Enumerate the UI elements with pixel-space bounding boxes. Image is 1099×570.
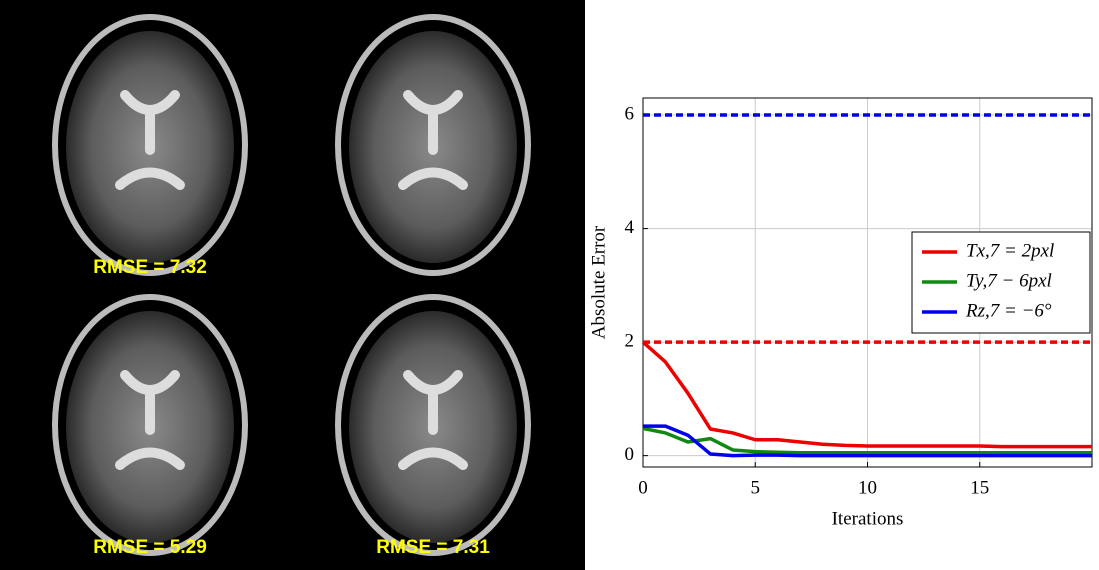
- x-tick-label: 5: [751, 477, 761, 498]
- rmse-label: RMSE = 7.32: [93, 257, 207, 278]
- skull: [52, 294, 248, 556]
- skull: [335, 14, 531, 276]
- ventricle: [398, 370, 468, 470]
- rmse-label: RMSE = 7.31: [376, 537, 490, 558]
- rmse-label: RMSE = 5.29: [93, 537, 207, 558]
- ventricle: [398, 90, 468, 190]
- ventricle: [115, 370, 185, 470]
- x-tick-label: 15: [970, 477, 989, 498]
- skull: [335, 294, 531, 556]
- plot-frame: [642, 97, 1093, 468]
- skull: [52, 14, 248, 276]
- y-axis-label: Absolute Error: [588, 225, 609, 339]
- series-line: [642, 426, 1092, 455]
- series-line: [641, 340, 1092, 449]
- y-tick-label: 4: [625, 217, 635, 238]
- x-tick-label: 10: [858, 477, 877, 498]
- legend-label: Rz,7 = −6°: [965, 300, 1052, 321]
- y-tick-label: 2: [625, 330, 635, 351]
- y-tick-label: 6: [625, 103, 635, 124]
- x-axis-label: Iterations: [832, 508, 904, 529]
- y-tick-label: 0: [625, 444, 635, 465]
- ventricle: [115, 90, 185, 190]
- series-line: [643, 424, 1092, 458]
- legend-label: Tx,7 = 2pxl: [966, 240, 1054, 261]
- x-tick-label: 0: [638, 477, 648, 498]
- legend-label: Ty,7 − 6pxl: [966, 270, 1052, 291]
